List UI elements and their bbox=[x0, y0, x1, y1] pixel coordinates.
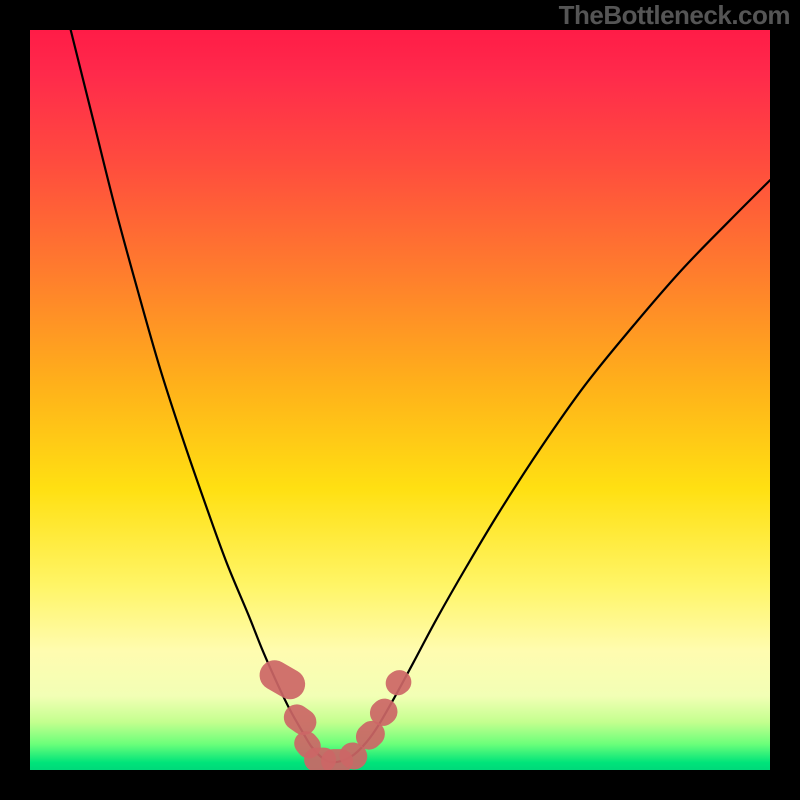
watermark-text: TheBottleneck.com bbox=[559, 0, 790, 31]
gradient-background bbox=[30, 30, 770, 770]
plot-area bbox=[30, 30, 770, 770]
plot-svg bbox=[30, 30, 770, 770]
canvas-root: TheBottleneck.com bbox=[0, 0, 800, 800]
